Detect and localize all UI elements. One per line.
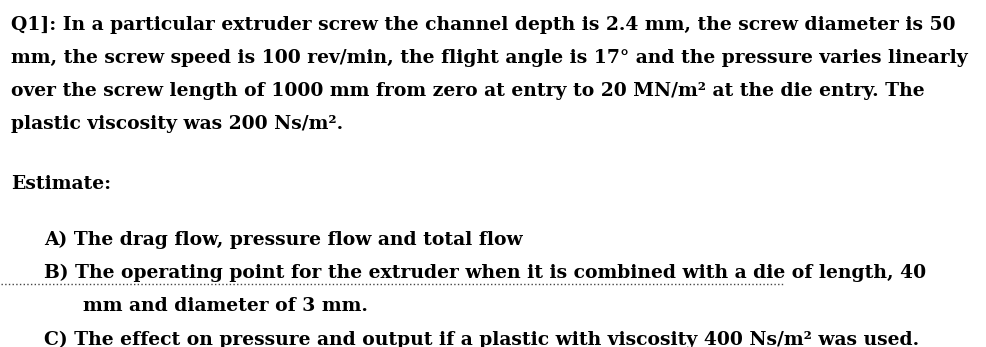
Text: Estimate:: Estimate: [11, 175, 110, 193]
Text: C) The effect on pressure and output if a plastic with viscosity 400 Ns/m² was u: C) The effect on pressure and output if … [44, 330, 920, 347]
Text: mm, the screw speed is 100 rev/min, the flight angle is 17° and the pressure var: mm, the screw speed is 100 rev/min, the … [11, 49, 967, 67]
Text: over the screw length of 1000 mm from zero at entry to 20 MN/m² at the die entry: over the screw length of 1000 mm from ze… [11, 82, 925, 100]
Text: B) The operating point for the extruder when it is combined with a die of length: B) The operating point for the extruder … [44, 264, 927, 282]
Text: Q1]: In a particular extruder screw the channel depth is 2.4 mm, the screw diame: Q1]: In a particular extruder screw the … [11, 16, 955, 34]
Text: mm and diameter of 3 mm.: mm and diameter of 3 mm. [44, 297, 368, 315]
Text: A) The drag flow, pressure flow and total flow: A) The drag flow, pressure flow and tota… [44, 231, 523, 249]
Text: plastic viscosity was 200 Ns/m².: plastic viscosity was 200 Ns/m². [11, 115, 343, 133]
